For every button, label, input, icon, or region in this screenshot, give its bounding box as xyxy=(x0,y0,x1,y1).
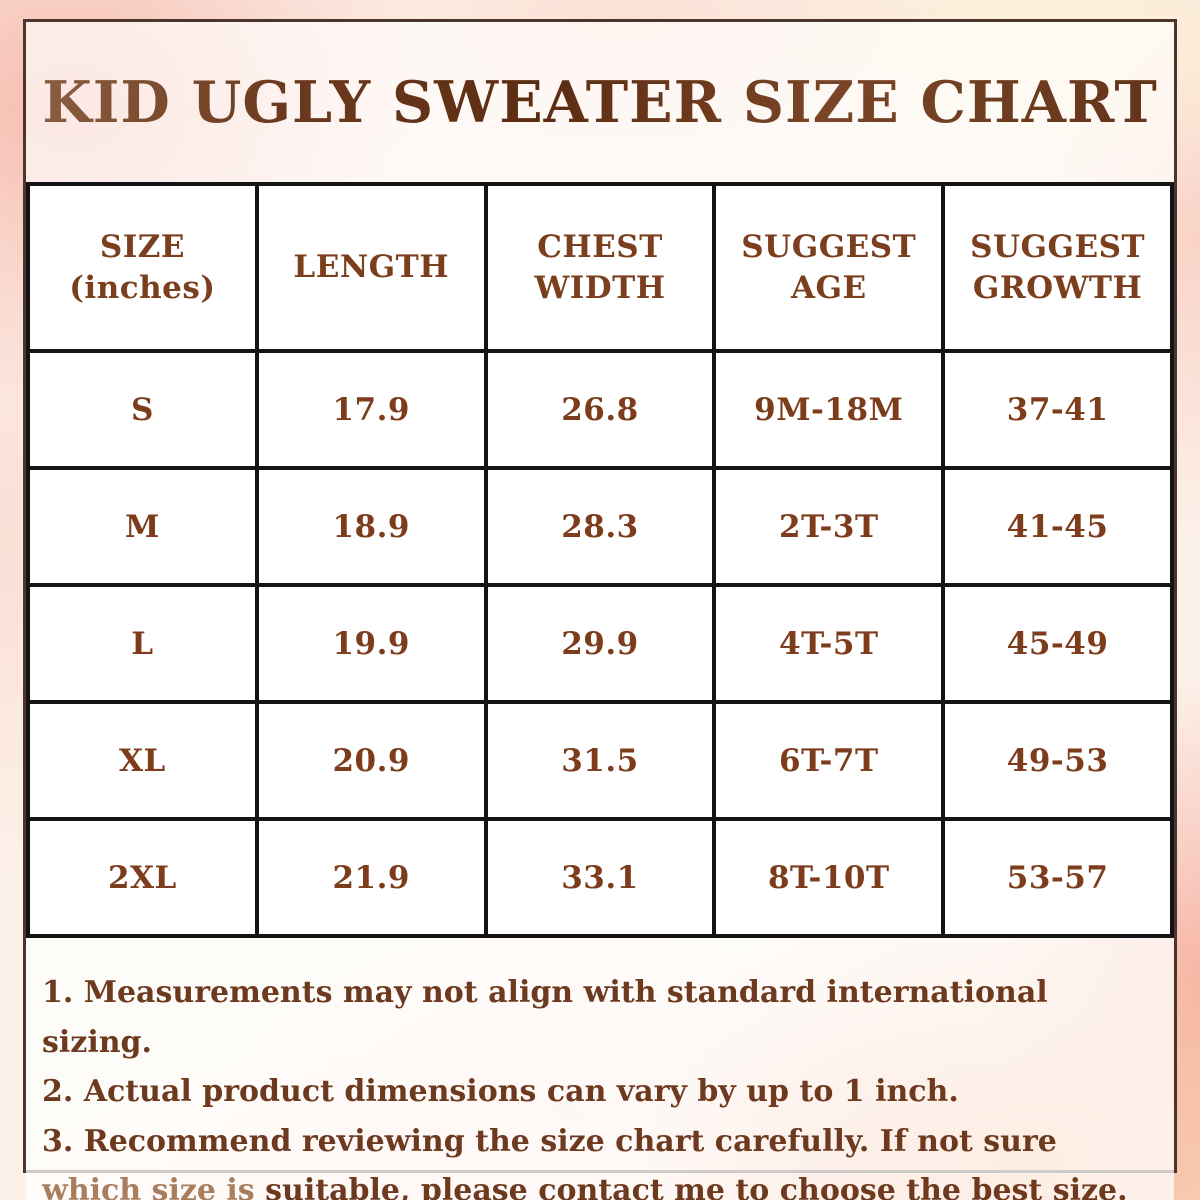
header-line: LENGTH xyxy=(293,249,449,286)
cell-suggest-growth: 45-49 xyxy=(941,583,1174,704)
header-suggest-age: SUGGEST AGE xyxy=(712,182,946,353)
header-length: LENGTH xyxy=(254,182,488,353)
cell-suggest-age: 8T-10T xyxy=(712,817,946,938)
cell-chest-width: 28.3 xyxy=(483,466,717,587)
header-suggest-growth-label: SUGGEST GROWTH xyxy=(945,227,1170,309)
header-line: SUGGEST xyxy=(741,228,917,265)
header-line: CHEST xyxy=(537,228,663,265)
cell-size: L xyxy=(26,583,259,704)
cell-length: 20.9 xyxy=(254,700,488,821)
table-row-s: S 17.9 26.8 9M-18M 37-41 xyxy=(26,349,1174,470)
cell-suggest-growth: 53-57 xyxy=(941,817,1174,938)
cell-suggest-age: 6T-7T xyxy=(712,700,946,821)
cell-length: 18.9 xyxy=(254,466,488,587)
size-table-body: S 17.9 26.8 9M-18M 37-41 M 18.9 28.3 2T-… xyxy=(26,349,1174,938)
cell-suggest-growth: 41-45 xyxy=(941,466,1174,587)
table-row-l: L 19.9 29.9 4T-5T 45-49 xyxy=(26,583,1174,704)
header-line: GROWTH xyxy=(972,269,1143,306)
table-row-m: M 18.9 28.3 2T-3T 41-45 xyxy=(26,466,1174,587)
cell-length: 17.9 xyxy=(254,349,488,470)
title-band: KID UGLY SWEATER SIZE CHART xyxy=(26,22,1174,182)
cell-chest-width: 26.8 xyxy=(483,349,717,470)
cell-size: M xyxy=(26,466,259,587)
note-1: 1. Measurements may not align with stand… xyxy=(42,975,1048,1060)
header-suggest-age-label: SUGGEST AGE xyxy=(716,227,941,309)
cell-length: 21.9 xyxy=(254,817,488,938)
note-3-part-3: suitable, please contact me to choose th… xyxy=(254,1173,1128,1200)
table-header-row: SIZE (inches) LENGTH CHEST WIDTH xyxy=(26,182,1174,353)
cell-size: 2XL xyxy=(26,817,259,938)
header-line: SUGGEST xyxy=(970,228,1146,265)
cell-chest-width: 29.9 xyxy=(483,583,717,704)
header-line: AGE xyxy=(790,269,867,306)
cell-chest-width: 33.1 xyxy=(483,817,717,938)
page-title: KID UGLY SWEATER SIZE CHART xyxy=(42,68,1158,136)
cell-suggest-age: 9M-18M xyxy=(712,349,946,470)
cell-chest-width: 31.5 xyxy=(483,700,717,821)
note-2: 2. Actual product dimensions can vary by… xyxy=(42,1074,959,1109)
header-line: (inches) xyxy=(69,269,216,306)
notes-section: 1. Measurements may not align with stand… xyxy=(26,938,1174,1200)
size-table-head: SIZE (inches) LENGTH CHEST WIDTH xyxy=(26,182,1174,353)
note-3: 3. Recommend reviewing the size chart ca… xyxy=(42,1117,1154,1200)
chart-frame: KID UGLY SWEATER SIZE CHART SIZE (inches… xyxy=(23,19,1177,1200)
cell-suggest-growth: 49-53 xyxy=(941,700,1174,821)
header-size: SIZE (inches) xyxy=(26,182,259,353)
cell-suggest-age: 4T-5T xyxy=(712,583,946,704)
table-row-xl: XL 20.9 31.5 6T-7T 49-53 xyxy=(26,700,1174,821)
header-chest-width-label: CHEST WIDTH xyxy=(488,227,713,309)
cell-length: 19.9 xyxy=(254,583,488,704)
header-line: WIDTH xyxy=(534,269,666,306)
header-chest-width: CHEST WIDTH xyxy=(483,182,717,353)
cell-size: XL xyxy=(26,700,259,821)
header-length-label: LENGTH xyxy=(259,247,484,288)
cell-suggest-growth: 37-41 xyxy=(941,349,1174,470)
header-size-label: SIZE (inches) xyxy=(30,227,255,309)
header-line: SIZE xyxy=(99,228,185,265)
cell-size: S xyxy=(26,349,259,470)
cell-suggest-age: 2T-3T xyxy=(712,466,946,587)
note-3-part-2: which size is xyxy=(42,1173,255,1200)
header-suggest-growth: SUGGEST GROWTH xyxy=(941,182,1174,353)
table-row-2xl: 2XL 21.9 33.1 8T-10T 53-57 xyxy=(26,817,1174,938)
size-table: SIZE (inches) LENGTH CHEST WIDTH xyxy=(26,182,1174,938)
note-3-part-1: 3. Recommend reviewing the size chart ca… xyxy=(42,1123,1057,1159)
